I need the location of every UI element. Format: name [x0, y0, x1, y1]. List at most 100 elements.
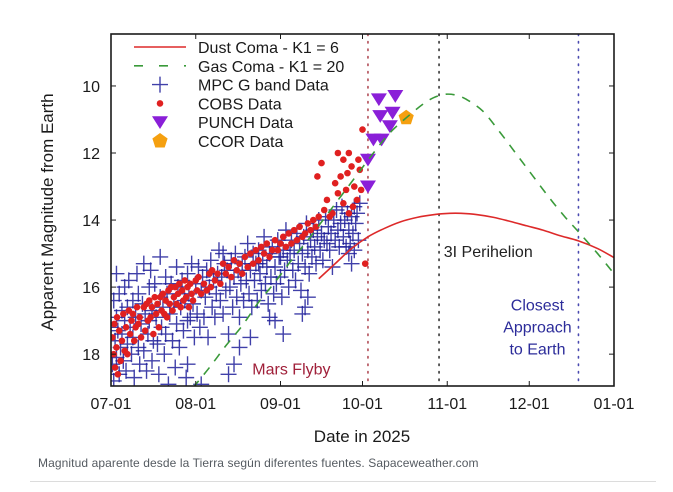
- legend-gas-coma: Gas Coma - K1 = 20: [134, 59, 344, 76]
- cobs-point: [208, 267, 216, 274]
- cobs-point: [345, 210, 353, 217]
- mpc-point: [212, 292, 229, 309]
- cobs-point: [124, 350, 131, 358]
- cobs-point: [189, 297, 197, 304]
- closest-approach-label: Closest Approach to Earth: [503, 298, 572, 359]
- legend-swatch: [156, 100, 164, 107]
- mpc-point: [210, 242, 227, 259]
- punch-point: [359, 153, 376, 167]
- mpc-point: [290, 255, 307, 272]
- cobs-point: [135, 320, 142, 328]
- mpc-point: [287, 272, 304, 289]
- y-tick-label: 16: [82, 280, 100, 297]
- cobs-point: [186, 280, 194, 288]
- mpc-point: [299, 289, 316, 306]
- mpc-point: [314, 252, 331, 269]
- cobs-point: [217, 280, 224, 288]
- mpc-point: [126, 369, 143, 386]
- mpc-point: [204, 299, 221, 316]
- cobs-point: [340, 156, 347, 164]
- cobs-point: [154, 300, 161, 308]
- cobs-point: [159, 290, 167, 298]
- cobs-point: [361, 260, 369, 267]
- mpc-point: [297, 258, 314, 275]
- mpc-point: [336, 212, 353, 229]
- mpc-point: [294, 305, 311, 322]
- legend-mpc: MPC G band Data: [152, 76, 329, 95]
- magnitude-chart: Mars Flyby 3I Perihelion Closest Approach to…: [38, 33, 635, 446]
- mpc-point: [128, 265, 145, 282]
- mpc-point: [292, 282, 309, 299]
- cobs-point: [151, 293, 159, 301]
- figure-caption: Magnitud aparente desde la Tierra según …: [38, 456, 479, 470]
- cobs-point: [214, 270, 221, 277]
- cobs-point: [128, 317, 135, 324]
- mpc-point: [116, 279, 133, 296]
- mpc-point: [149, 336, 166, 353]
- mpc-point: [206, 309, 223, 326]
- cobs-point: [211, 277, 219, 284]
- mpc-point: [239, 235, 256, 252]
- mpc-point: [273, 289, 290, 306]
- cobs-point: [120, 310, 127, 318]
- x-axis-ticks: 07-01 08-01 09-01 10-01 11-01 12-01 01-01: [91, 34, 635, 413]
- y-tick-label: 10: [82, 79, 100, 96]
- cobs-point: [111, 364, 119, 371]
- cobs-point: [244, 263, 251, 271]
- mpc-point: [157, 326, 174, 343]
- mpc-point: [131, 356, 148, 373]
- cobs-point: [258, 243, 265, 251]
- mpc-point: [297, 299, 314, 316]
- mpc-point: [321, 242, 338, 259]
- cobs-point: [274, 246, 282, 254]
- mpc-point: [186, 329, 203, 346]
- mpc-point: [118, 362, 135, 379]
- mpc-point: [241, 285, 258, 302]
- cobs-point: [337, 173, 344, 180]
- mpc-point: [303, 248, 320, 265]
- cobs-point: [197, 290, 205, 298]
- cobs-point: [111, 334, 116, 341]
- cobs-point: [207, 283, 215, 291]
- mpc-point: [146, 275, 163, 292]
- cobs-point: [260, 250, 268, 257]
- cobs-point: [185, 303, 193, 311]
- cobs-point: [155, 324, 163, 331]
- dust-coma-curve: [318, 212, 614, 280]
- cobs-point: [222, 270, 230, 277]
- mpc-point: [220, 326, 237, 343]
- cobs-point: [114, 370, 122, 378]
- mpc-point: [111, 319, 119, 336]
- punch-point: [387, 90, 404, 103]
- mpc-point: [167, 359, 184, 376]
- mars-flyby-label: Mars Flyby: [252, 361, 330, 378]
- mpc-point: [267, 312, 284, 329]
- mpc-point: [242, 329, 259, 346]
- cobs-point: [233, 267, 241, 274]
- legend-label: MPC G band Data: [198, 78, 329, 95]
- mpc-point: [332, 215, 349, 232]
- legend-ccor: CCOR Data: [152, 133, 283, 151]
- mpc-point: [178, 369, 195, 386]
- y-tick-label: 14: [82, 213, 100, 230]
- cobs-point: [312, 223, 320, 231]
- legend-cobs: COBS Data: [156, 96, 282, 113]
- cobs-point: [349, 203, 357, 210]
- punch-point: [370, 93, 387, 107]
- mpc-point: [144, 352, 161, 369]
- legend-punch: PUNCH Data: [152, 115, 293, 132]
- cobs-point: [141, 327, 149, 334]
- cobs-point: [340, 199, 347, 207]
- mpc-point: [217, 282, 234, 299]
- mpc-point: [224, 299, 241, 316]
- cobs-point: [137, 334, 145, 341]
- punch-point: [359, 180, 376, 194]
- mpc-point: [231, 339, 248, 356]
- cobs-point: [147, 313, 154, 321]
- mpc-point: [120, 272, 137, 289]
- cobs-point: [169, 307, 176, 314]
- y-tick-label: 18: [82, 347, 100, 364]
- cobs-point: [277, 240, 284, 247]
- mpc-point: [302, 232, 319, 249]
- mpc-point: [272, 269, 289, 286]
